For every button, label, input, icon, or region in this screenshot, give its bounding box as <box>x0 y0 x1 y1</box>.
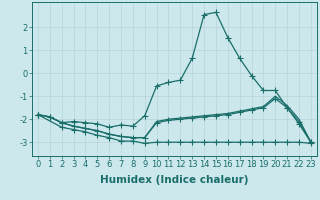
X-axis label: Humidex (Indice chaleur): Humidex (Indice chaleur) <box>100 175 249 185</box>
